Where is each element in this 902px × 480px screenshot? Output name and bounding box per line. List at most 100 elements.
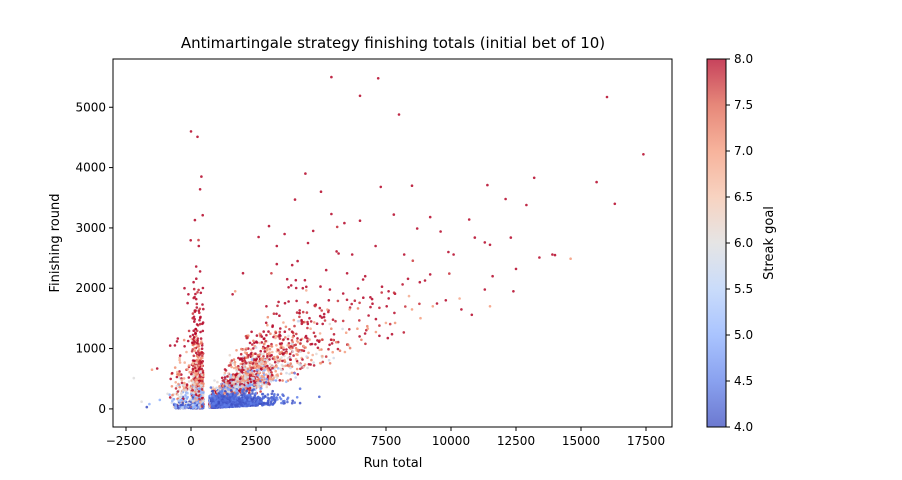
scatter-point: [252, 339, 255, 343]
scatter-point: [356, 307, 360, 310]
scatter-point: [246, 370, 249, 373]
scatter-point: [265, 373, 268, 376]
scatter-point: [246, 336, 249, 339]
scatter-point: [271, 366, 274, 370]
scatter-point: [257, 385, 260, 389]
scatter-point: [253, 383, 256, 387]
scatter-point: [284, 325, 288, 329]
scatter-point: [348, 308, 351, 311]
scatter-point: [336, 299, 340, 303]
scatter-point: [307, 363, 311, 366]
scatter-point: [237, 356, 240, 360]
scatter-point: [301, 349, 304, 352]
scatter-point: [276, 359, 280, 362]
scatter-point: [254, 352, 257, 356]
scatter-point: [239, 366, 242, 370]
scatter-point: [286, 357, 290, 360]
scatter-point: [315, 352, 318, 356]
scatter-point: [271, 389, 275, 393]
scatter-point: [388, 322, 392, 326]
scatter-point: [173, 344, 177, 347]
scatter-point: [173, 366, 177, 369]
scatter-point: [270, 342, 273, 346]
scatter-point: [209, 386, 213, 389]
scatter-point: [218, 385, 221, 388]
scatter-point: [288, 358, 292, 361]
scatter-point: [296, 340, 300, 344]
scatter-point: [345, 272, 349, 275]
scatter-point: [192, 336, 196, 339]
scatter-point: [192, 364, 195, 368]
scatter-point: [240, 357, 244, 360]
scatter-point: [253, 369, 256, 373]
scatter-point: [256, 373, 260, 377]
scatter-point: [177, 382, 180, 386]
scatter-point: [268, 358, 271, 361]
scatter-point: [258, 400, 262, 403]
scatter-point: [221, 399, 225, 403]
scatter-point: [231, 376, 235, 379]
scatter-point: [310, 358, 313, 362]
scatter-point: [318, 361, 322, 365]
scatter-point: [175, 375, 179, 379]
scatter-point: [419, 316, 422, 320]
scatter-point: [295, 311, 299, 314]
scatter-point: [279, 327, 282, 330]
scatter-point: [294, 376, 298, 379]
scatter-point: [321, 322, 325, 326]
scatter-point: [169, 377, 172, 381]
scatter-point: [284, 336, 287, 339]
scatter-point: [291, 350, 295, 353]
scatter-point: [309, 327, 312, 331]
scatter-point: [250, 348, 253, 351]
scatter-point: [253, 341, 256, 345]
scatter-point: [171, 399, 174, 403]
scatter-point: [299, 338, 303, 342]
scatter-point: [268, 362, 272, 366]
scatter-point: [291, 335, 295, 339]
scatter-point: [263, 369, 266, 372]
scatter-point: [230, 384, 234, 388]
scatter-point: [285, 380, 288, 384]
scatter-point: [170, 385, 174, 388]
scatter-point: [195, 401, 199, 405]
scatter-point: [186, 301, 189, 305]
scatter-point: [313, 321, 316, 324]
scatter-point: [241, 378, 244, 381]
scatter-point: [279, 372, 283, 376]
scatter-point: [183, 399, 186, 403]
scatter-point: [187, 329, 191, 333]
scatter-point: [296, 353, 299, 357]
scatter-point: [256, 381, 259, 385]
scatter-point: [255, 368, 259, 372]
scatter-point: [305, 285, 308, 289]
scatter-point: [197, 377, 200, 380]
scatter-point: [201, 354, 204, 358]
scatter-point: [315, 322, 319, 326]
scatter-point: [264, 321, 268, 325]
scatter-point: [194, 297, 198, 301]
scatter-point: [248, 373, 252, 377]
scatter-point: [281, 393, 284, 396]
scatter-point: [254, 358, 258, 362]
scatter-point: [196, 291, 199, 294]
scatter-point: [286, 344, 290, 347]
scatter-point: [199, 400, 202, 403]
scatter-point: [262, 373, 266, 377]
scatter-point: [184, 388, 188, 391]
scatter-point: [279, 367, 283, 371]
scatter-point: [287, 286, 290, 289]
scatter-point: [282, 321, 285, 324]
scatter-point: [364, 342, 367, 346]
scatter-point: [266, 396, 270, 400]
scatter-point: [290, 342, 294, 346]
scatter-point: [264, 381, 268, 384]
scatter-point: [258, 359, 261, 363]
scatter-point: [200, 373, 204, 377]
scatter-point: [291, 331, 295, 334]
scatter-point: [289, 378, 293, 381]
scatter-point: [245, 347, 248, 350]
scatter-point: [266, 359, 270, 363]
scatter-point: [229, 361, 232, 365]
